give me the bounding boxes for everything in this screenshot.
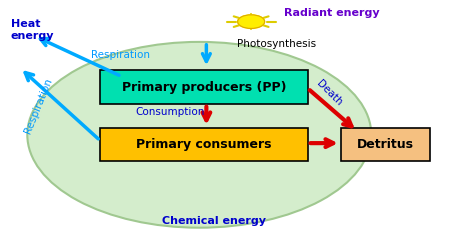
Text: Respiration: Respiration: [23, 77, 54, 135]
Text: Death: Death: [315, 78, 344, 108]
Circle shape: [237, 15, 264, 28]
Ellipse shape: [27, 42, 371, 228]
Text: Detritus: Detritus: [357, 138, 414, 151]
Text: Respiration: Respiration: [91, 50, 150, 60]
Text: Heat
energy: Heat energy: [11, 19, 55, 41]
FancyBboxPatch shape: [341, 128, 430, 161]
Text: Consumption: Consumption: [136, 107, 205, 117]
Text: Photosynthesis: Photosynthesis: [237, 39, 316, 49]
Text: Radiant energy: Radiant energy: [284, 8, 380, 18]
FancyBboxPatch shape: [100, 70, 308, 104]
FancyBboxPatch shape: [100, 128, 308, 161]
Text: Primary consumers: Primary consumers: [136, 138, 272, 151]
Text: Primary producers (PP): Primary producers (PP): [122, 81, 286, 94]
Text: Chemical energy: Chemical energy: [162, 215, 265, 226]
